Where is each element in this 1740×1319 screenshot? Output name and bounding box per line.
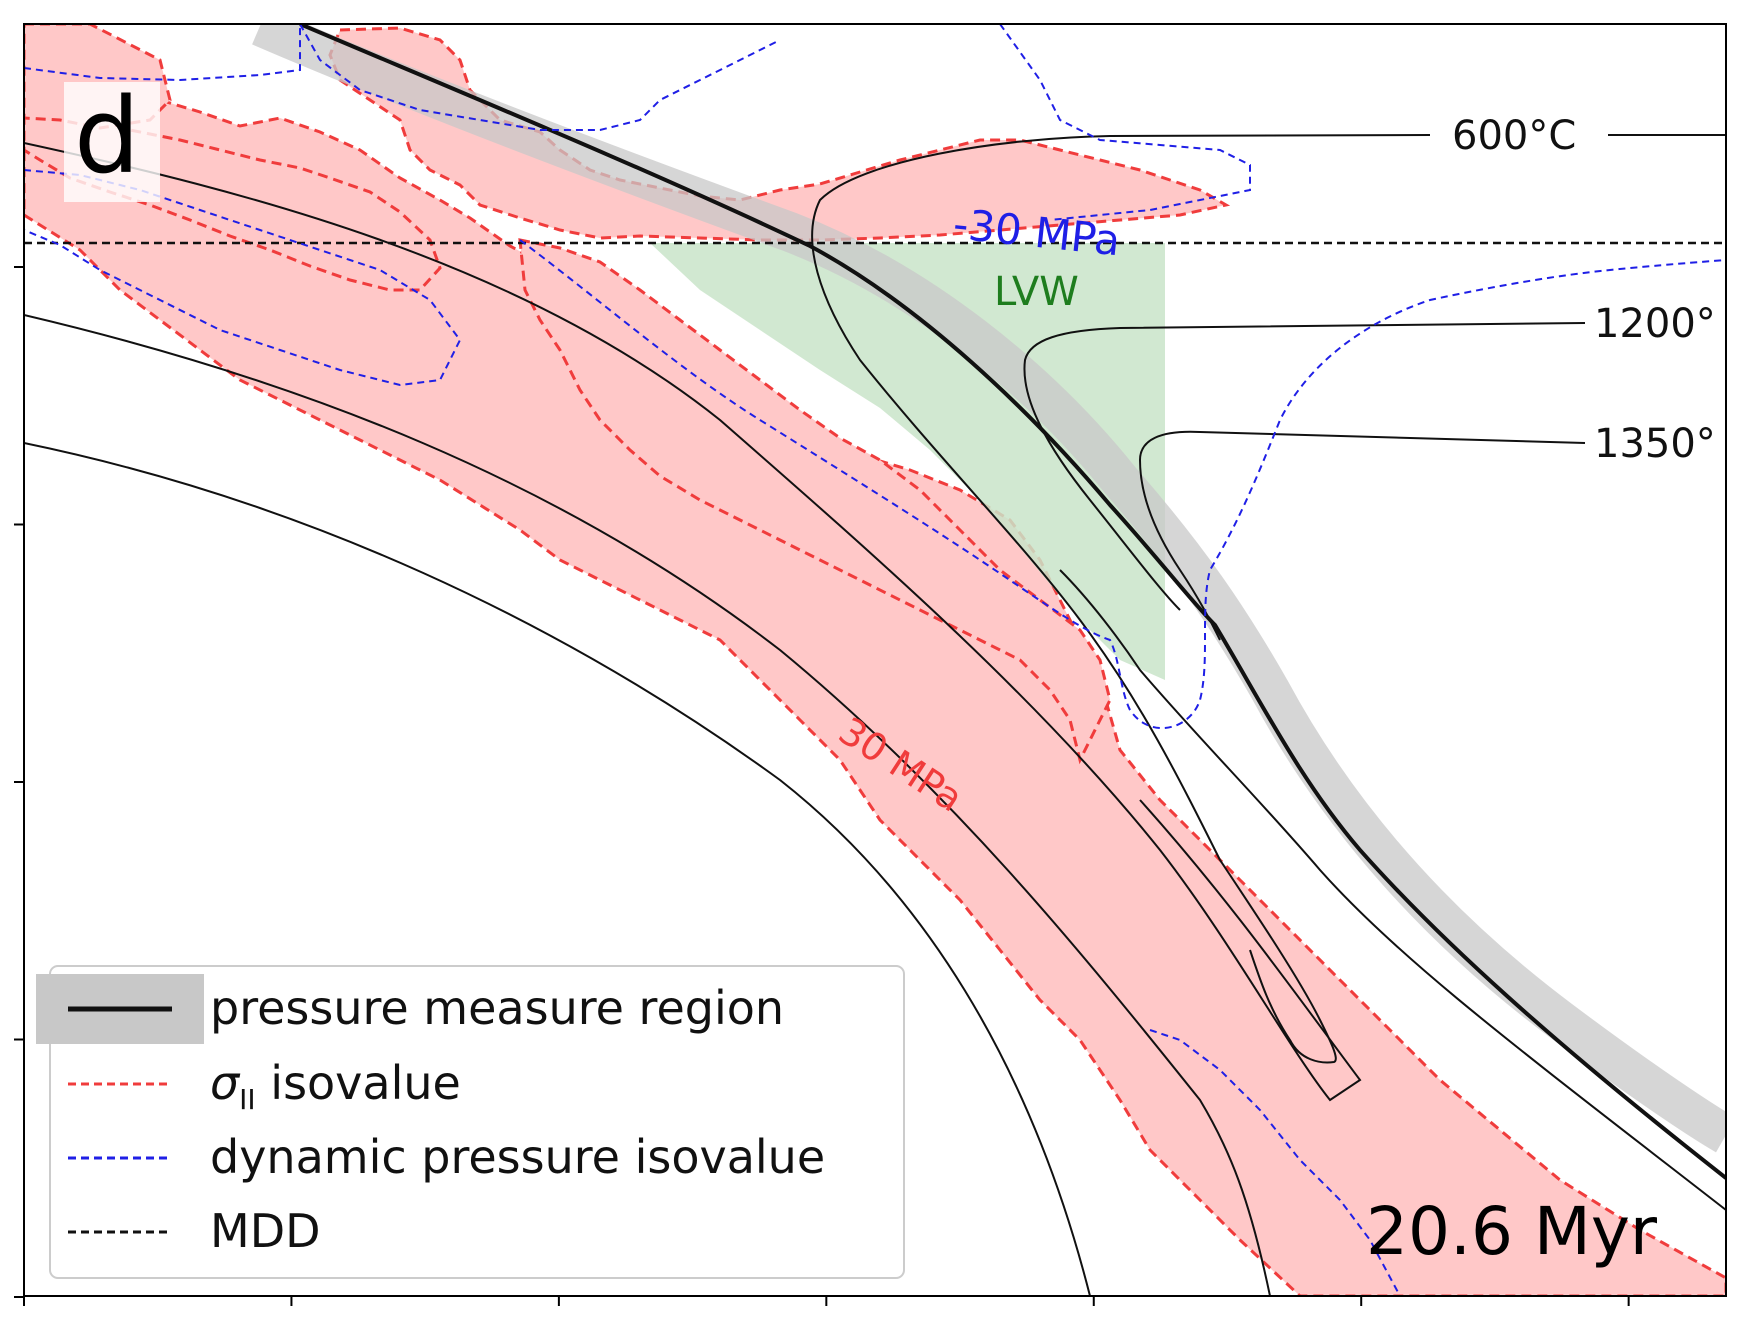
legend-label-region: pressure measure region — [210, 981, 784, 1035]
panel-label-box — [64, 82, 160, 202]
pressure-isovalue-contours — [24, 24, 1726, 1296]
slab-surface-line — [299, 24, 1726, 1180]
pressure-contour-upper — [24, 24, 1251, 221]
isotherm-label-1200: 1200° — [1594, 301, 1716, 347]
isotherm-600 — [811, 134, 1431, 1064]
panel-label: d — [74, 75, 140, 197]
legend-stress-rest: isovalue — [256, 1056, 461, 1110]
pressure-contour-mid — [24, 169, 462, 387]
isotherms — [811, 134, 1726, 1064]
slab-line-3 — [24, 442, 1091, 1296]
legend-label-mdd: MDD — [210, 1204, 321, 1258]
isotherm-label-600: 600°C — [1452, 113, 1576, 159]
isotherm-1350 — [1138, 430, 1586, 641]
slab-line-4 — [1059, 569, 1726, 1211]
stress-region-mid — [518, 238, 1112, 765]
legend: pressure measure region σII isovalue dyn… — [36, 965, 905, 1279]
slab-line-2 — [24, 314, 1271, 1296]
legend-stress-symbol: σ — [210, 1056, 241, 1110]
x-axis-ticks — [23, 1296, 1630, 1306]
pressure-contour-lower — [519, 239, 1726, 729]
axes-frame — [23, 23, 1727, 1297]
legend-stress-sub: II — [239, 1083, 256, 1116]
lvw-region — [650, 243, 1165, 680]
time-label: 20.6 Myr — [1366, 1193, 1658, 1270]
isotherm-1200 — [1023, 322, 1586, 611]
lvw-label: LVW — [994, 269, 1079, 315]
legend-frame — [49, 965, 905, 1279]
legend-label-stress: σII isovalue — [210, 1056, 461, 1116]
y-axis-ticks — [14, 266, 24, 1298]
pressure-measure-region-band — [252, 24, 1726, 1153]
pressure-contour-bottom — [1149, 1029, 1401, 1296]
plot-area: 30 MPa -30 MPa LVW 600°C 1200° 1350° d 2… — [24, 24, 1726, 1296]
isotherm-label-1350: 1350° — [1594, 421, 1716, 467]
stress-region-main — [24, 62, 1726, 1296]
legend-label-pressure: dynamic pressure isovalue — [210, 1130, 825, 1184]
